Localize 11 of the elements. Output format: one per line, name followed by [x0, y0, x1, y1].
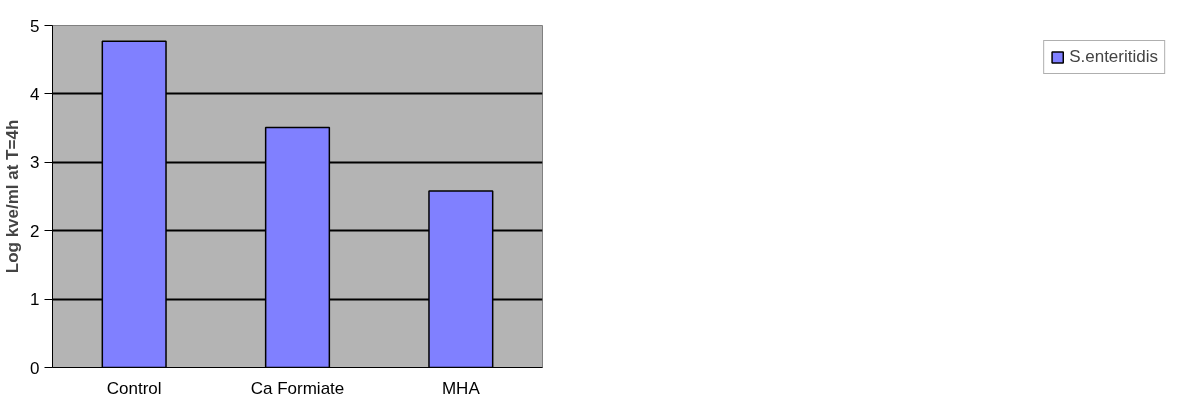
y-tick-label: 1: [30, 290, 40, 310]
x-tick-label: Control: [106, 378, 162, 398]
y-tick-label: 3: [30, 153, 40, 173]
legend-label: S.enteritidis: [1069, 47, 1158, 67]
y-tick-label: 4: [30, 84, 40, 104]
y-tick-label: 5: [30, 16, 40, 36]
y-tick-label: 2: [30, 221, 40, 241]
x-tick-label: MHA: [441, 378, 481, 398]
y-axis-title: Log kve/ml at T=4h: [3, 119, 23, 274]
y-tick-label: 0: [30, 358, 40, 378]
x-tick-label: Ca Formiate: [250, 378, 345, 398]
